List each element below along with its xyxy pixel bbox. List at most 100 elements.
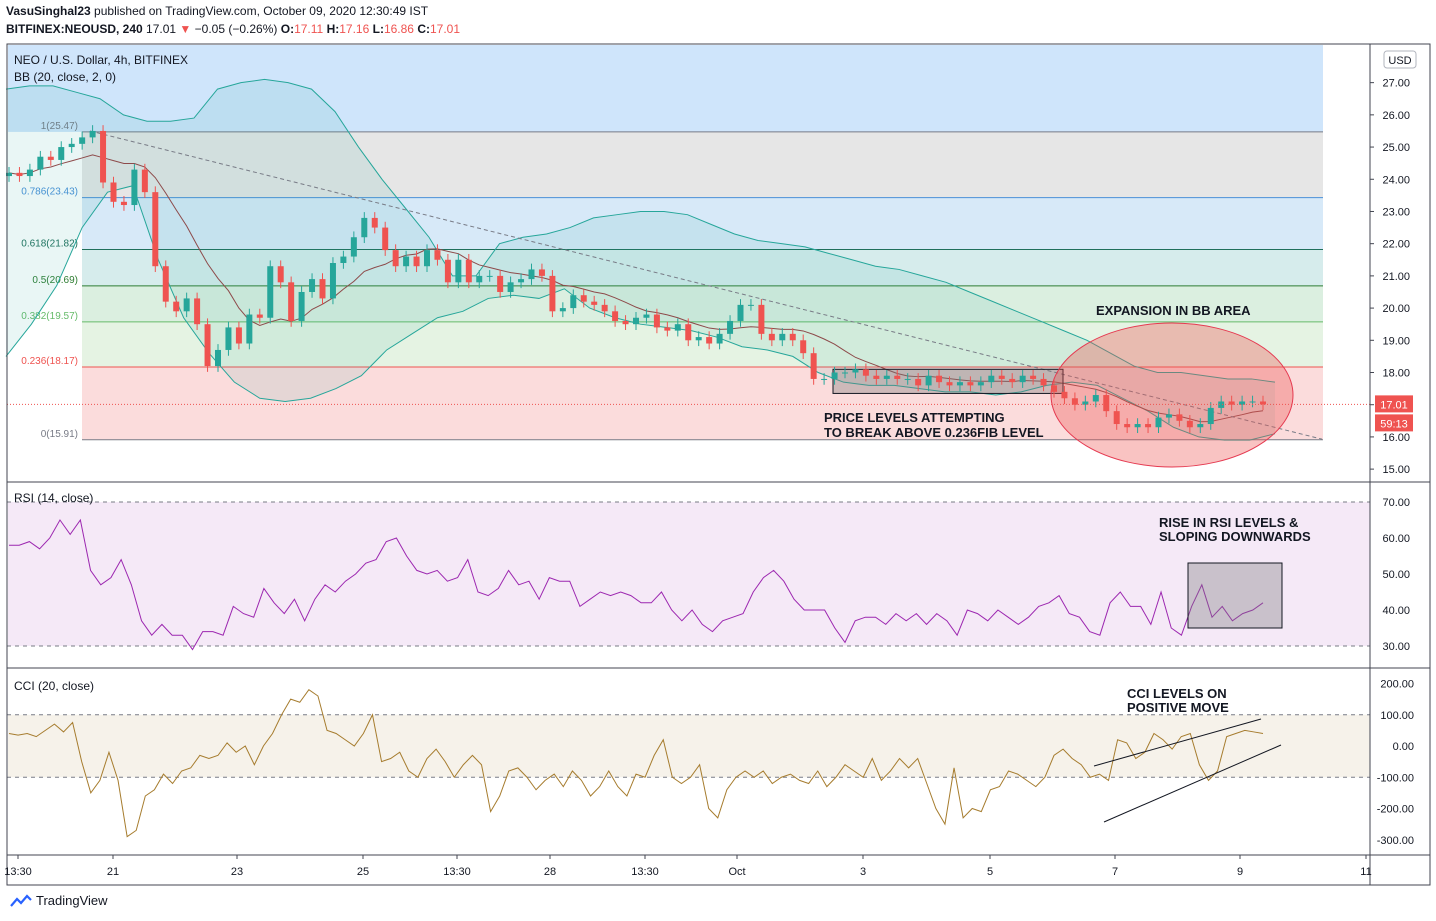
last-price: 17.01 bbox=[146, 22, 177, 36]
candle-body bbox=[1165, 414, 1172, 418]
time-tick-label: 7 bbox=[1112, 866, 1118, 878]
candle-body bbox=[371, 217, 378, 228]
rsi-tick-label: 30.00 bbox=[1382, 641, 1410, 653]
candle-body bbox=[674, 324, 681, 331]
candle bbox=[831, 366, 838, 385]
candle-body bbox=[1249, 401, 1256, 403]
bb-label: BB (20, close, 2, 0) bbox=[14, 70, 116, 84]
candle bbox=[925, 369, 932, 392]
candle-body bbox=[1218, 401, 1225, 408]
annotation-cci: CCI LEVELS ON bbox=[1127, 686, 1227, 701]
last-price-badge-label: 17.01 bbox=[1380, 399, 1408, 411]
candle-body bbox=[842, 372, 848, 374]
candle bbox=[403, 250, 410, 273]
candle bbox=[340, 250, 347, 269]
candle bbox=[601, 299, 608, 318]
candle-body bbox=[873, 375, 880, 379]
candle bbox=[267, 260, 274, 324]
candle-body bbox=[998, 375, 1005, 379]
price-tick-label: 27.00 bbox=[1382, 78, 1410, 90]
candle bbox=[309, 273, 316, 298]
candle bbox=[1134, 418, 1141, 434]
candle-body bbox=[382, 227, 389, 251]
timer-badge bbox=[1375, 414, 1413, 432]
footer-brand[interactable]: TradingView bbox=[36, 893, 108, 908]
candle bbox=[528, 263, 535, 285]
candle-body bbox=[591, 301, 598, 305]
candle bbox=[643, 308, 650, 324]
candle-body bbox=[653, 314, 660, 328]
candle-body bbox=[779, 333, 786, 341]
candle-body bbox=[1145, 424, 1152, 428]
candle bbox=[26, 163, 33, 182]
candle bbox=[998, 369, 1005, 385]
candle-body bbox=[549, 275, 556, 312]
candle bbox=[706, 331, 713, 350]
cci-tick-label: -200.00 bbox=[1377, 804, 1414, 816]
annotations: EXPANSION IN BB AREA PRICE LEVELS ATTEMPT… bbox=[824, 303, 1311, 715]
low-value: 16.86 bbox=[383, 22, 414, 36]
candle bbox=[1218, 395, 1225, 414]
price-change: −0.05 (−0.26%) bbox=[194, 22, 278, 36]
candle-body bbox=[424, 250, 430, 267]
publish-info: VasuSinghal23 published on TradingView.c… bbox=[6, 4, 428, 18]
candle bbox=[298, 286, 305, 327]
candle-body bbox=[810, 353, 817, 379]
candle-body bbox=[852, 369, 859, 373]
candle-body bbox=[831, 372, 838, 379]
time-tick-label: 28 bbox=[544, 866, 556, 878]
rsi-tick-label: 40.00 bbox=[1382, 605, 1410, 617]
candle bbox=[497, 270, 504, 298]
candle bbox=[277, 260, 284, 289]
candle bbox=[1051, 379, 1057, 398]
candle-body bbox=[68, 143, 75, 148]
candle-body bbox=[1239, 401, 1246, 405]
time-tick-label: 13:30 bbox=[443, 866, 471, 878]
bb-fill bbox=[6, 79, 1275, 441]
candle-body bbox=[120, 201, 127, 206]
candle bbox=[758, 299, 765, 340]
candle-body bbox=[716, 333, 723, 344]
candle-body bbox=[925, 375, 932, 386]
candle bbox=[329, 257, 336, 305]
candle-body bbox=[298, 291, 305, 321]
price-pane[interactable]: 0(15.91) 0.236(18.17) 0.382(19.57) 0.5(20.6… bbox=[5, 45, 1370, 468]
candle bbox=[152, 186, 159, 273]
candle bbox=[215, 344, 221, 372]
candle bbox=[622, 315, 629, 330]
candle-body bbox=[246, 314, 253, 344]
candle-body bbox=[1061, 391, 1068, 399]
annotation-rsi: SLOPING DOWNWARDS bbox=[1159, 529, 1311, 544]
candle bbox=[538, 263, 545, 282]
candle bbox=[977, 376, 984, 392]
fib-zone bbox=[82, 321, 1323, 368]
candle-body bbox=[1103, 395, 1110, 412]
candle bbox=[58, 141, 65, 166]
candle-body bbox=[1040, 378, 1047, 386]
axes: 15.0016.0017.0018.0019.0020.0021.0022.00… bbox=[4, 43, 1431, 886]
cci-pane[interactable]: CCI (20, close) bbox=[7, 679, 1370, 838]
time-tick-label: Oct bbox=[728, 866, 745, 878]
candle-body bbox=[507, 282, 514, 292]
candle-body bbox=[204, 324, 211, 367]
publish-text: published on TradingView.com, October 09… bbox=[94, 4, 429, 18]
candle bbox=[1207, 402, 1214, 430]
candle bbox=[956, 376, 963, 392]
candle-body bbox=[789, 333, 796, 341]
candle-body bbox=[528, 269, 535, 280]
down-arrow-icon: ▼ bbox=[179, 22, 192, 36]
rsi-pane[interactable]: RSI (14, close) bbox=[7, 491, 1370, 651]
candle bbox=[915, 373, 922, 392]
candle-body bbox=[570, 295, 577, 309]
price-tick-label: 21.00 bbox=[1382, 271, 1410, 283]
author-name[interactable]: VasuSinghal23 bbox=[6, 4, 91, 18]
candle bbox=[883, 369, 890, 385]
candle bbox=[1165, 408, 1172, 424]
candle-body bbox=[89, 130, 96, 138]
candle-body bbox=[26, 169, 33, 177]
candle bbox=[1040, 373, 1047, 392]
candle bbox=[716, 328, 723, 350]
candle-body bbox=[131, 169, 138, 206]
price-tick-label: 20.00 bbox=[1382, 303, 1410, 315]
